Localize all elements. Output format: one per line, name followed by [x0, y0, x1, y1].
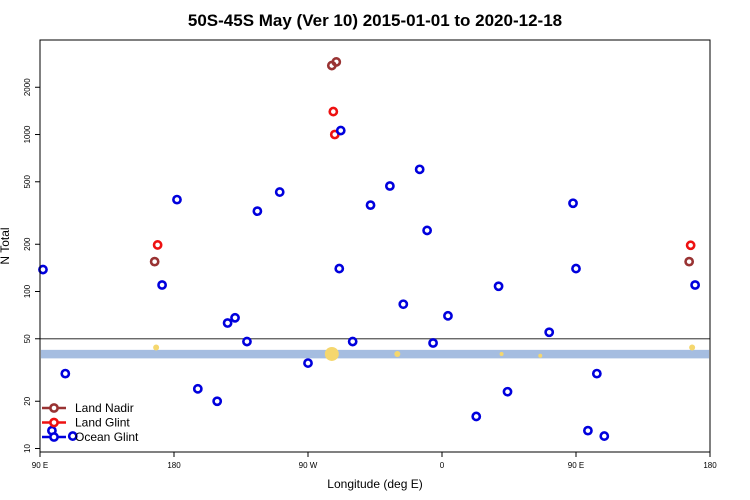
band-marker: [153, 344, 160, 351]
band: [41, 349, 709, 359]
x-tick-label: 90 E: [568, 461, 584, 470]
ocean-glint-point: [365, 200, 376, 211]
land-nadir-point: [149, 256, 160, 267]
ocean-glint-point: [335, 125, 346, 136]
y-tick-label: 1000: [23, 125, 32, 143]
ocean-glint-point: [599, 431, 610, 441]
y-tick-label: 100: [23, 284, 32, 298]
ocean-glint-point: [384, 181, 395, 191]
band-marker: [394, 350, 401, 357]
x-tick-label: 90 W: [299, 461, 318, 470]
y-tick-label: 500: [23, 175, 32, 189]
y-tick-label: 200: [23, 237, 32, 251]
x-tick-label: 180: [703, 461, 717, 470]
ocean-glint-point: [571, 263, 581, 274]
ocean-glint-point: [192, 383, 203, 394]
band-marker: [499, 351, 504, 356]
x-tick-label: 180: [167, 461, 181, 470]
ocean-glint-point: [222, 318, 233, 328]
ocean-glint-point: [303, 358, 313, 368]
ocean-glint-point: [428, 338, 438, 348]
ocean-glint-point: [502, 386, 513, 397]
ocean-glint-point: [443, 310, 453, 321]
band-layer: [41, 344, 709, 361]
x-tick-label: 90 E: [32, 461, 48, 470]
legend-label-land-glint: Land Glint: [75, 416, 130, 430]
ocean-glint-point: [334, 263, 345, 274]
ocean-glint-point: [274, 187, 285, 197]
ocean-glint-point: [157, 280, 167, 290]
legend-marker-land-glint: [49, 417, 59, 428]
ocean-glint-point: [230, 312, 240, 323]
land-glint-point: [685, 240, 696, 251]
points-layer: [38, 57, 701, 441]
land-nadir-point: [684, 256, 695, 267]
y-tick-label: 20: [23, 396, 32, 405]
ocean-glint-point: [583, 425, 593, 436]
ocean-glint-point: [347, 336, 358, 347]
y-tick-label: 2000: [23, 78, 32, 96]
legend-marker-land-nadir: [49, 403, 59, 413]
ocean-glint-point: [422, 225, 433, 236]
axes-layer: 90 E 180 90 W 0 90 E 180 10 20 50 100 200 500 1000 20…: [23, 78, 717, 470]
y-tick-label: 50: [23, 334, 32, 343]
land-glint-point: [152, 240, 163, 250]
band-marker: [324, 346, 339, 361]
ocean-glint-point: [568, 198, 578, 209]
ocean-glint-point: [414, 164, 425, 175]
ocean-glint-point: [60, 368, 71, 379]
legend-label-ocean-glint: Ocean Glint: [75, 430, 139, 444]
y-tick-label: 10: [23, 444, 32, 453]
ocean-glint-point: [690, 280, 701, 290]
ocean-glint-point: [172, 194, 182, 205]
ocean-glint-point: [67, 431, 78, 441]
ocean-glint-point: [398, 299, 409, 310]
land-glint-point: [328, 106, 339, 117]
x-tick-label: 0: [440, 461, 445, 470]
plot-frame: [39, 39, 711, 453]
legend-marker-ocean-glint: [49, 432, 59, 442]
ocean-glint-point: [493, 281, 504, 292]
x-axis-label: Longitude (deg E): [327, 477, 422, 491]
band-marker: [689, 344, 696, 351]
land-nadir-point: [331, 57, 342, 67]
ocean-glint-point: [471, 411, 482, 422]
y-axis-label: N Total: [0, 227, 12, 264]
chart-title: 50S-45S May (Ver 10) 2015-01-01 to 2020-…: [188, 11, 562, 30]
legend-label-land-nadir: Land Nadir: [75, 401, 134, 415]
ocean-glint-point: [544, 327, 555, 338]
ocean-glint-point: [38, 264, 48, 275]
ocean-glint-point: [242, 336, 252, 347]
ocean-glint-point: [212, 396, 223, 407]
ocean-glint-point: [591, 368, 602, 379]
ocean-glint-point: [252, 206, 263, 217]
band-marker: [538, 353, 543, 358]
